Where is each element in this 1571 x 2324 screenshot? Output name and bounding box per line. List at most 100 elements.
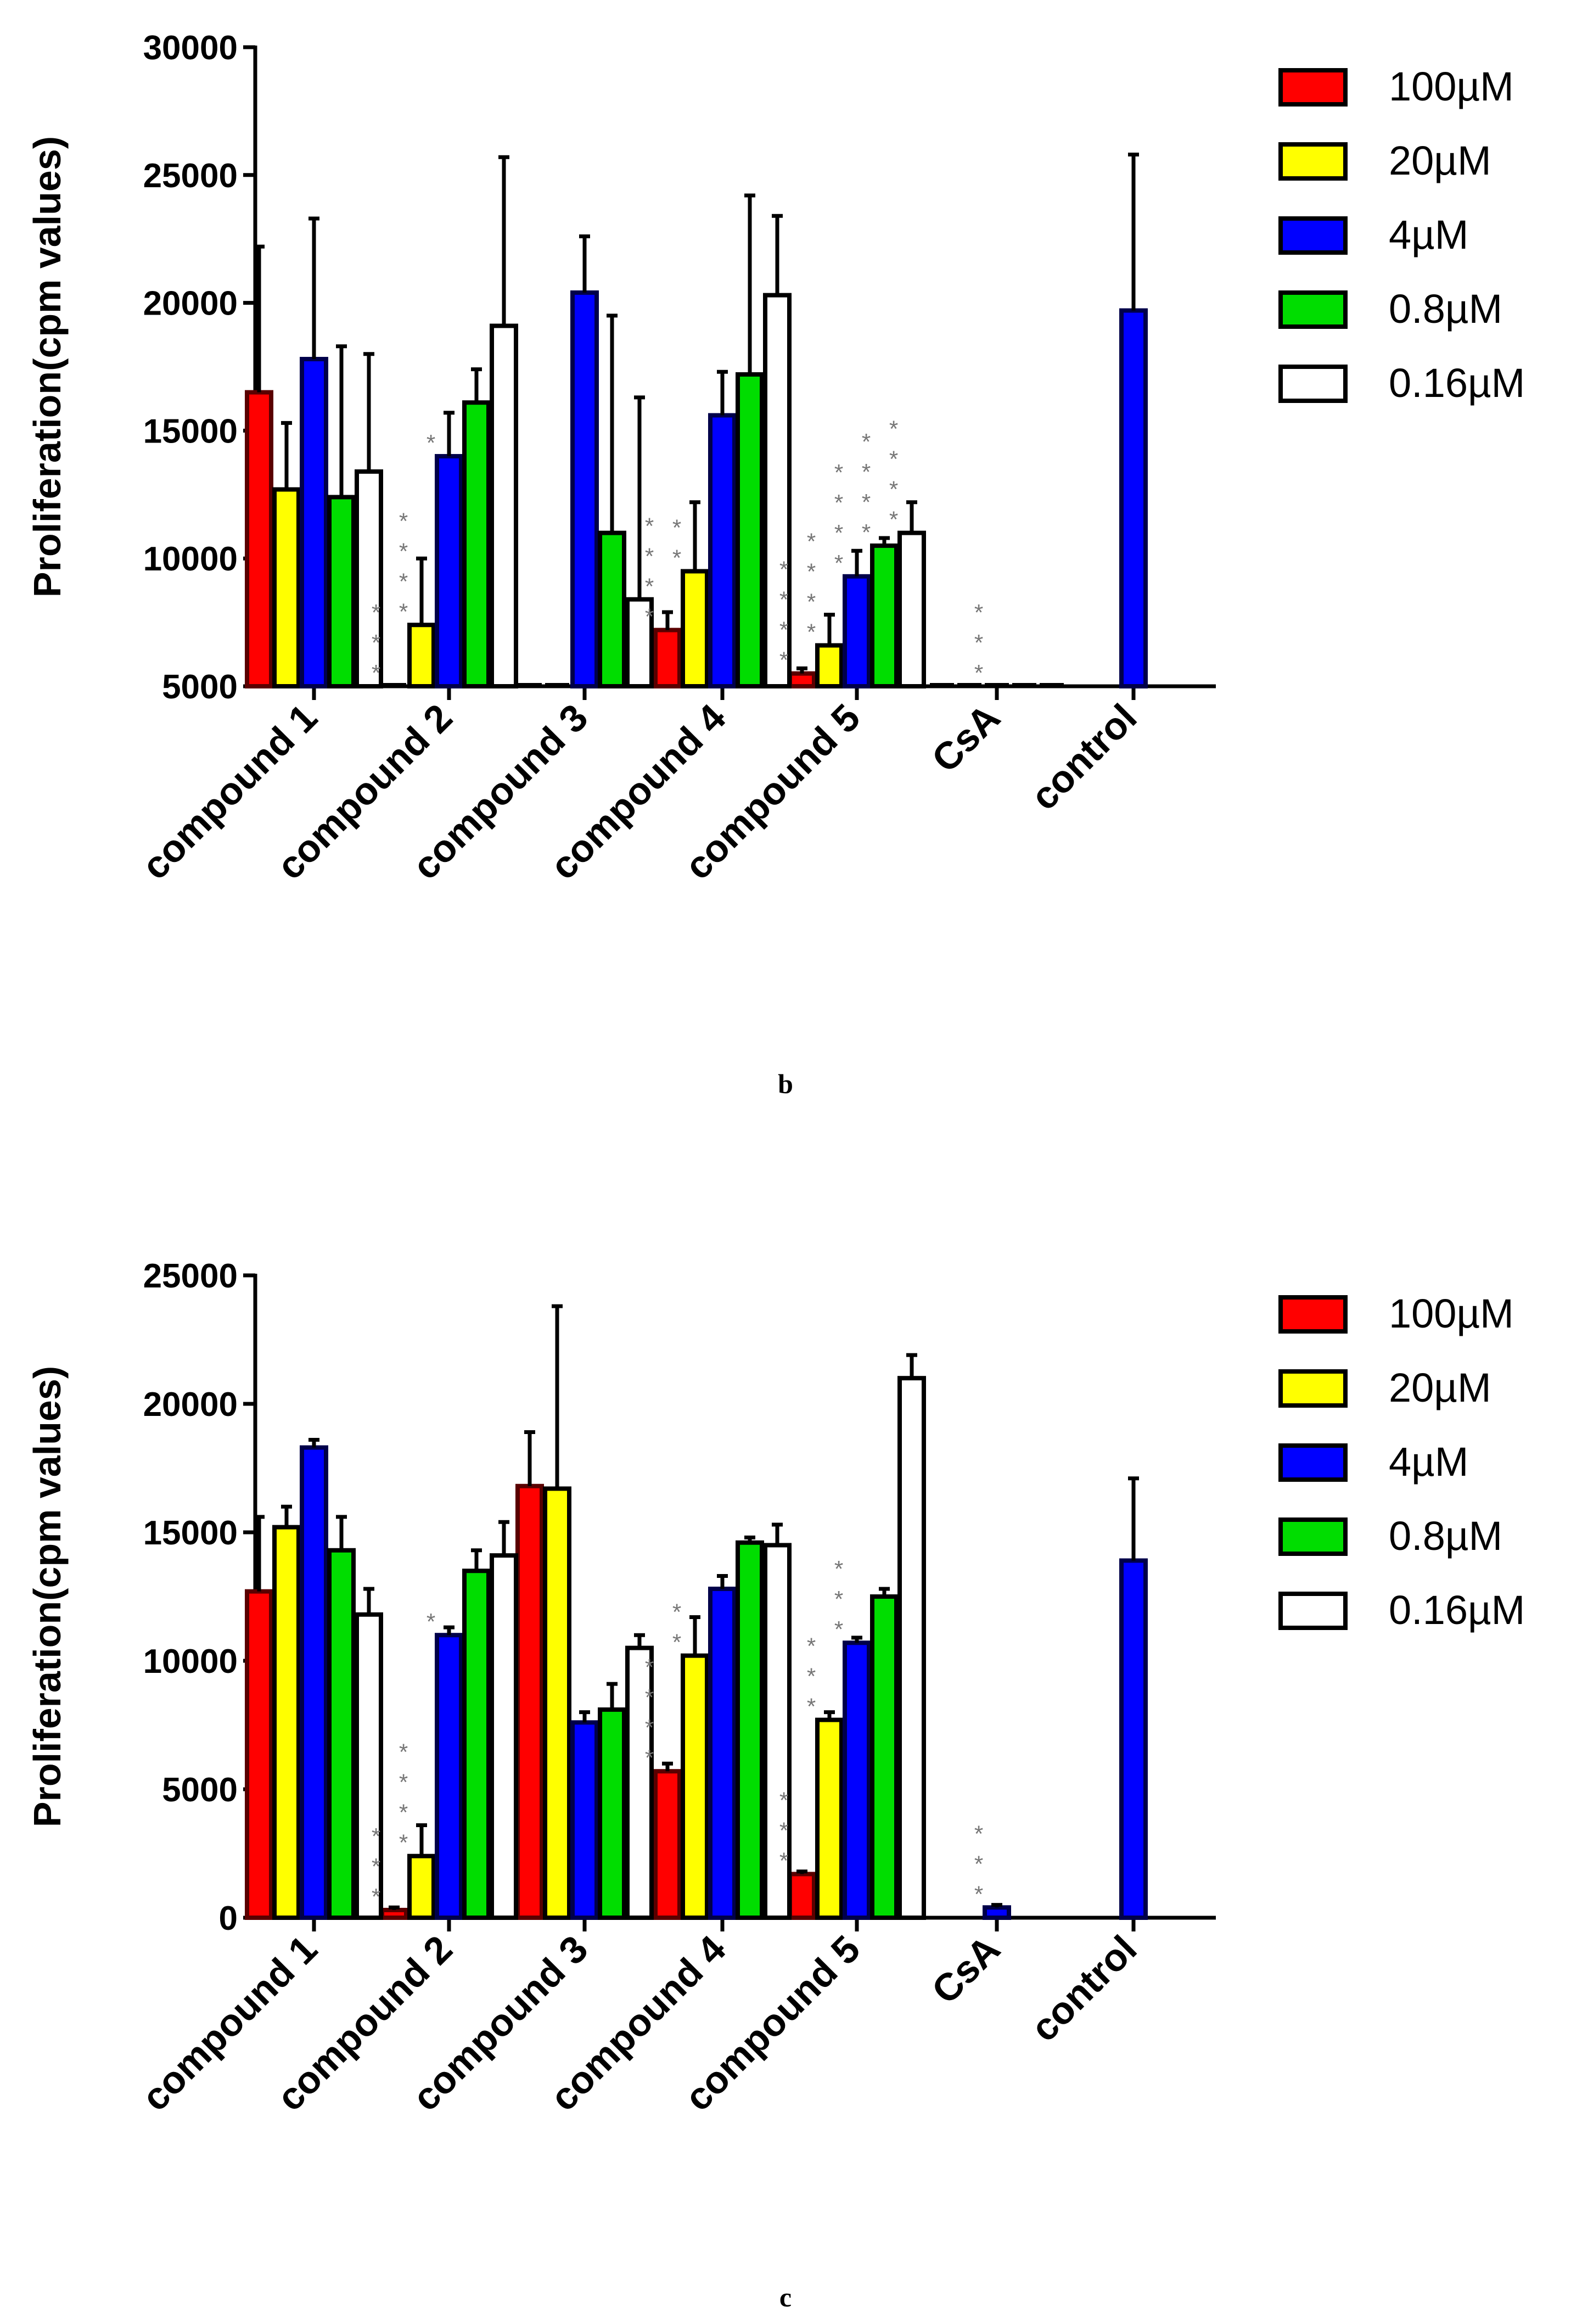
legend-swatch (1278, 1443, 1348, 1482)
y-tick-label: 0 (219, 1900, 238, 1937)
bar (1119, 308, 1148, 688)
legend-swatch (1278, 68, 1348, 107)
bar (490, 323, 518, 688)
bar (653, 628, 682, 688)
bar (736, 1540, 764, 1920)
significance-stars: * * * (974, 600, 983, 686)
significance-stars: * * * (807, 1633, 816, 1720)
bar (245, 1589, 273, 1920)
bar (598, 530, 626, 688)
legend-swatch (1278, 365, 1348, 403)
bar (570, 1720, 599, 1920)
significance-stars: * * * (779, 1787, 788, 1873)
bar (272, 487, 301, 688)
bar (300, 1445, 328, 1920)
significance-stars: * * * * (862, 429, 871, 545)
chart-c: 0 5000 10000 15000 20000 25000 Proliferation(c… (26, 1257, 1525, 2119)
bar (625, 597, 654, 689)
bar (327, 495, 356, 688)
significance-stars: * (427, 430, 435, 456)
legend-swatch (1278, 1369, 1348, 1408)
legend-label: 20µM (1389, 1365, 1491, 1410)
bar (462, 400, 491, 688)
bar (983, 1905, 1011, 1920)
bar (788, 671, 816, 688)
bar (327, 1548, 356, 1920)
bar (407, 1853, 436, 1920)
bar (355, 1612, 383, 1920)
y-axis-label: Proliferation(cpm values) (26, 136, 69, 597)
bar (897, 530, 926, 688)
bar (407, 623, 436, 688)
legend-label: 0.16µM (1389, 360, 1525, 406)
legend-swatch (1278, 216, 1348, 255)
y-tick-label: 10000 (143, 540, 238, 578)
significance-stars: * * * * (645, 1654, 654, 1771)
bar (570, 290, 599, 688)
bar (708, 413, 737, 688)
significance-stars: * * (672, 514, 681, 570)
y-tick-label: 20000 (143, 285, 238, 323)
significance-stars: * * * * (779, 557, 788, 673)
bar (843, 574, 871, 688)
bar (490, 1553, 518, 1920)
bar (681, 569, 709, 688)
panel-label-c: c (779, 2282, 792, 2312)
bar (736, 372, 764, 688)
bar (815, 1717, 844, 1920)
significance-stars: * * * * (399, 1739, 408, 1856)
bar (598, 1707, 626, 1920)
legend-label: 4µM (1389, 1439, 1468, 1485)
bar (543, 1486, 571, 1920)
significance-stars: * * * (974, 1821, 983, 1907)
legend-label: 100µM (1389, 1291, 1514, 1336)
bar (1119, 1558, 1148, 1920)
bar (870, 543, 899, 688)
y-tick-label: 5000 (162, 1771, 238, 1809)
legend-swatch (1278, 1592, 1348, 1630)
legend-label: 20µM (1389, 138, 1491, 183)
bar (788, 1872, 816, 1920)
bar (763, 1543, 792, 1920)
bar (870, 1594, 899, 1920)
legend-swatch (1278, 142, 1348, 181)
significance-stars: * * * * (645, 513, 654, 630)
bar (843, 1640, 871, 1920)
significance-stars: * (427, 1609, 435, 1634)
bar (763, 293, 792, 688)
bar (681, 1653, 709, 1920)
significance-stars: * * * * (807, 529, 816, 645)
bar (462, 1569, 491, 1920)
significance-stars: * * * (834, 1556, 843, 1642)
y-tick-label: 15000 (143, 1514, 238, 1552)
legend-label: 0.8µM (1389, 286, 1502, 332)
significance-stars: * * * * (834, 460, 843, 576)
legend-label: 4µM (1389, 212, 1468, 257)
bar (245, 390, 273, 688)
bar (897, 1376, 926, 1920)
significance-stars: * * * (372, 1823, 380, 1909)
y-axis-label: Proliferation(cpm values) (26, 1366, 69, 1827)
legend-swatch (1278, 1517, 1348, 1556)
bar (708, 1586, 737, 1920)
bar (380, 1907, 408, 1920)
legend-label: 0.8µM (1389, 1513, 1502, 1559)
bar (300, 357, 328, 688)
significance-stars: * * * * (399, 508, 408, 624)
y-tick-label: 30000 (143, 29, 238, 67)
bar (272, 1525, 301, 1920)
legend: 100µM 20µM 4µM 0.8µM 0.16µM (1278, 64, 1525, 406)
x-tick-label: CsA (923, 1927, 1008, 2012)
legend: 100µM 20µM 4µM 0.8µM 0.16µM (1278, 1291, 1525, 1633)
chart-b: 5000 10000 15000 20000 25000 30000 Proliferati… (26, 29, 1525, 888)
y-tick-label: 5000 (162, 668, 238, 706)
bar (435, 1633, 463, 1920)
legend-swatch (1278, 290, 1348, 329)
bar (653, 1769, 682, 1920)
bar (815, 643, 844, 689)
legend-swatch (1278, 1295, 1348, 1334)
significance-stars: * * * (372, 600, 380, 686)
y-tick-label: 25000 (143, 1257, 238, 1295)
significance-stars: * * (672, 1599, 681, 1655)
